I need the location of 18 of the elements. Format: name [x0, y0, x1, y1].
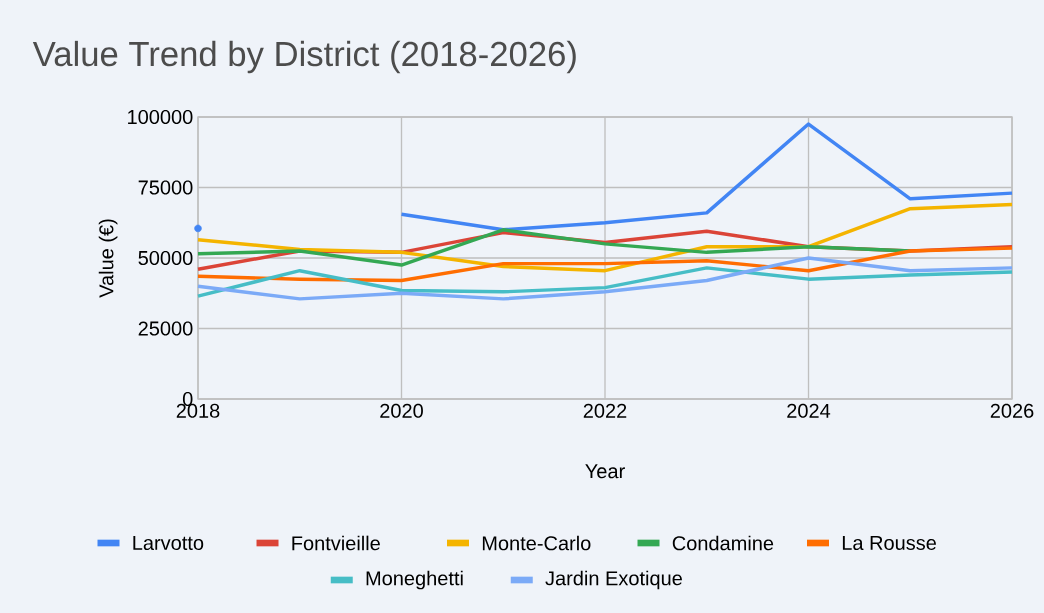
y-tick-label: 50000: [138, 250, 193, 266]
x-axis-title: Year: [585, 464, 625, 479]
y-tick-label: 25000: [138, 321, 193, 336]
legend-label: Fontvieille: [292, 535, 380, 551]
chart-title: Value Trend by District (2018-2026): [32, 40, 576, 74]
legend-label: Condamine: [672, 535, 774, 551]
y-axis-title: Value (€): [98, 219, 118, 298]
x-tick-label: 2020: [380, 403, 423, 418]
legend-label: Larvotto: [133, 536, 204, 550]
x-tick-label: 2026: [990, 403, 1034, 418]
legend-label: Moneghetti: [366, 570, 463, 590]
y-tick-label: 75000: [138, 180, 193, 195]
x-tick-label: 2024: [787, 403, 831, 418]
legend-label: Monte-Carlo: [482, 535, 591, 551]
legend-label: Jardin Exotique: [545, 570, 682, 590]
legend-label: La Rousse: [842, 536, 936, 550]
x-tick-label: 2022: [583, 403, 627, 418]
y-tick-label: 100000: [128, 109, 193, 125]
